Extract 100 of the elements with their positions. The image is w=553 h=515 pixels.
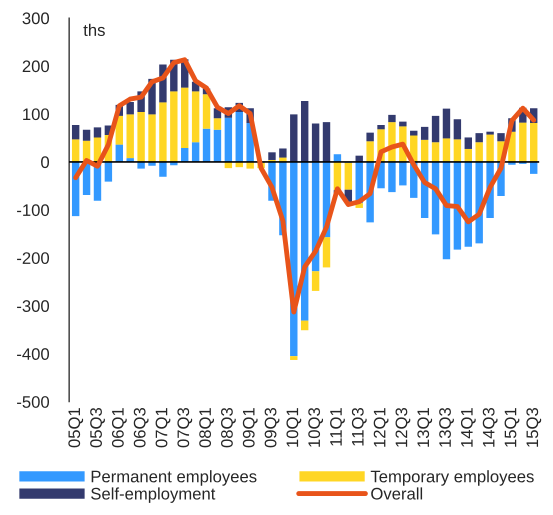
bar bbox=[159, 102, 167, 162]
bar bbox=[312, 124, 320, 162]
x-tick-label: 15Q3 bbox=[526, 408, 542, 447]
legend-label: Temporary employees bbox=[370, 470, 534, 486]
bar bbox=[300, 100, 308, 162]
x-tick-label: 13Q1 bbox=[417, 408, 432, 447]
bar bbox=[486, 134, 494, 162]
line-series bbox=[73, 57, 536, 314]
bar bbox=[530, 162, 538, 174]
x-tick-label: 15Q1 bbox=[504, 408, 520, 447]
bar bbox=[159, 162, 167, 177]
bar bbox=[410, 130, 418, 136]
bar bbox=[116, 144, 123, 162]
bar bbox=[366, 141, 374, 162]
x-tick-label: 07Q1 bbox=[156, 408, 170, 448]
bar bbox=[312, 271, 320, 291]
bar bbox=[181, 88, 188, 148]
bar bbox=[464, 137, 472, 149]
bar bbox=[300, 162, 308, 321]
bar bbox=[279, 148, 287, 158]
x-tick-label: 10Q1 bbox=[286, 408, 302, 447]
x-tick-label: 08Q3 bbox=[221, 408, 236, 448]
bar bbox=[148, 114, 156, 162]
bar bbox=[72, 139, 80, 162]
y-tick-label: -400 bbox=[17, 348, 50, 360]
bar bbox=[126, 102, 134, 114]
bar bbox=[497, 133, 505, 142]
bar bbox=[530, 123, 538, 162]
bar bbox=[104, 162, 112, 182]
bar bbox=[432, 142, 440, 162]
x-tick-label: 12Q3 bbox=[396, 408, 410, 447]
bar bbox=[170, 91, 178, 162]
y-tick-label: -100 bbox=[17, 204, 50, 216]
x-tick-label: 06Q3 bbox=[134, 408, 149, 448]
x-tick-label: 13Q3 bbox=[439, 408, 454, 447]
bar bbox=[181, 148, 188, 162]
bar bbox=[290, 356, 298, 360]
x-tick-label: 08Q1 bbox=[199, 408, 214, 448]
x-tick-label: 14Q1 bbox=[460, 408, 476, 447]
bar bbox=[388, 114, 396, 122]
y-tick-label: 200 bbox=[22, 60, 50, 72]
bar bbox=[454, 162, 462, 250]
bar bbox=[322, 237, 330, 268]
x-tick-label: 09Q1 bbox=[242, 408, 258, 448]
bar bbox=[519, 122, 527, 162]
bar bbox=[399, 162, 407, 186]
bar bbox=[116, 116, 123, 145]
y-axis-title: ths bbox=[83, 24, 105, 36]
bar bbox=[82, 130, 90, 141]
bar bbox=[475, 133, 483, 142]
legend-label: Overall bbox=[371, 487, 422, 500]
y-tick-label: -200 bbox=[17, 252, 50, 264]
x-tick-label: 10Q3 bbox=[308, 408, 324, 447]
legend-label: Permanent employees bbox=[92, 470, 256, 486]
bar bbox=[344, 162, 352, 190]
bar bbox=[432, 116, 440, 142]
y-tick-label: 0 bbox=[41, 156, 50, 168]
bar bbox=[486, 132, 494, 135]
bar bbox=[290, 114, 298, 162]
bar bbox=[454, 119, 462, 140]
bar bbox=[192, 91, 200, 142]
x-tick-label: 12Q1 bbox=[374, 408, 388, 447]
bar bbox=[72, 124, 80, 140]
bar bbox=[214, 130, 222, 162]
bar bbox=[377, 124, 385, 130]
bar bbox=[202, 94, 210, 129]
bar bbox=[246, 162, 254, 169]
bar bbox=[388, 162, 396, 192]
x-tick-label: 11Q1 bbox=[330, 408, 345, 446]
bar bbox=[322, 122, 330, 162]
x-tick-label: 11Q3 bbox=[352, 408, 367, 446]
y-tick-label: -500 bbox=[17, 396, 50, 408]
x-tick-label: 05Q3 bbox=[90, 408, 105, 448]
bar bbox=[464, 162, 472, 247]
bar bbox=[464, 148, 472, 162]
bar bbox=[214, 118, 222, 130]
bar bbox=[312, 162, 320, 272]
bar bbox=[268, 152, 276, 160]
bar bbox=[420, 126, 428, 140]
bar bbox=[475, 142, 483, 162]
bar bbox=[420, 140, 428, 162]
bar bbox=[202, 128, 210, 162]
x-tick-label: 07Q3 bbox=[177, 408, 192, 448]
y-tick-label: 300 bbox=[22, 12, 50, 24]
bar bbox=[192, 142, 200, 162]
bar bbox=[137, 162, 145, 169]
legend-label: Self-employment bbox=[91, 487, 216, 503]
bar bbox=[300, 320, 308, 330]
bar bbox=[126, 114, 134, 158]
y-tick-label: -300 bbox=[17, 300, 50, 312]
bar bbox=[366, 132, 374, 142]
bar bbox=[236, 112, 243, 162]
bar bbox=[442, 108, 450, 138]
y-tick-label: 100 bbox=[23, 108, 50, 120]
x-tick-label: 14Q3 bbox=[482, 408, 498, 447]
bar bbox=[137, 112, 145, 162]
bar bbox=[399, 122, 407, 126]
bar bbox=[94, 127, 102, 138]
x-tick-label: 06Q1 bbox=[112, 408, 127, 448]
bar bbox=[442, 138, 450, 162]
